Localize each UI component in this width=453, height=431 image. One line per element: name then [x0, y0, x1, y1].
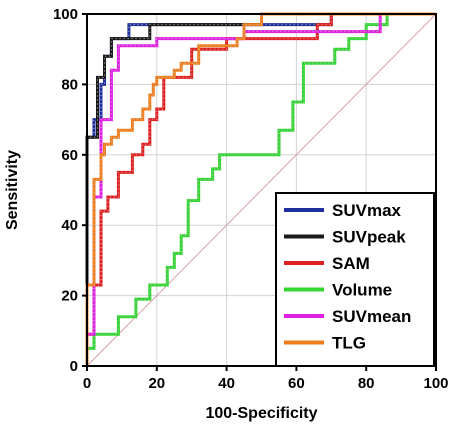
y-axis-title: Sensitivity — [4, 150, 21, 230]
reference-diagonal — [86, 13, 437, 367]
plot-frame — [86, 13, 437, 367]
x-tick-label: 100 — [423, 375, 448, 392]
x-tick-label: 20 — [148, 375, 165, 392]
series-dots-tlg — [86, 13, 436, 366]
x-axis-ticks: 0 20 40 60 80 100 — [83, 366, 449, 392]
y-tick-label: 60 — [61, 147, 78, 164]
y-tick-label: 80 — [61, 76, 78, 93]
series-dots-suvmean — [86, 13, 436, 366]
y-axis-ticks: 0 20 40 60 80 100 — [53, 6, 87, 375]
series-dots-volume — [86, 13, 436, 366]
series-dots-sam — [86, 13, 436, 366]
y-tick-label: 100 — [53, 6, 78, 23]
y-tick-label: 40 — [61, 217, 78, 234]
x-tick-label: 40 — [218, 375, 235, 392]
x-tick-label: 60 — [288, 375, 305, 392]
legend-label-suvmax: SUVmax — [332, 201, 402, 220]
legend-label-suvpeak: SUVpeak — [332, 228, 406, 247]
legend-box — [275, 192, 435, 367]
legend-label-tlg: TLG — [332, 334, 366, 353]
legend-label-suvmean: SUVmean — [332, 307, 411, 326]
y-tick-label: 20 — [61, 288, 78, 305]
x-tick-label: 80 — [358, 375, 375, 392]
legend: SUVmax SUVpeak SAM Volume SUVmean TLG — [275, 192, 435, 367]
legend-label-sam: SAM — [332, 254, 370, 273]
x-axis-title: 100-Specificity — [205, 405, 317, 422]
series-layer — [85, 12, 436, 366]
x-tick-label: 0 — [83, 375, 91, 392]
y-tick-label: 0 — [70, 358, 78, 375]
legend-label-volume: Volume — [332, 281, 392, 300]
